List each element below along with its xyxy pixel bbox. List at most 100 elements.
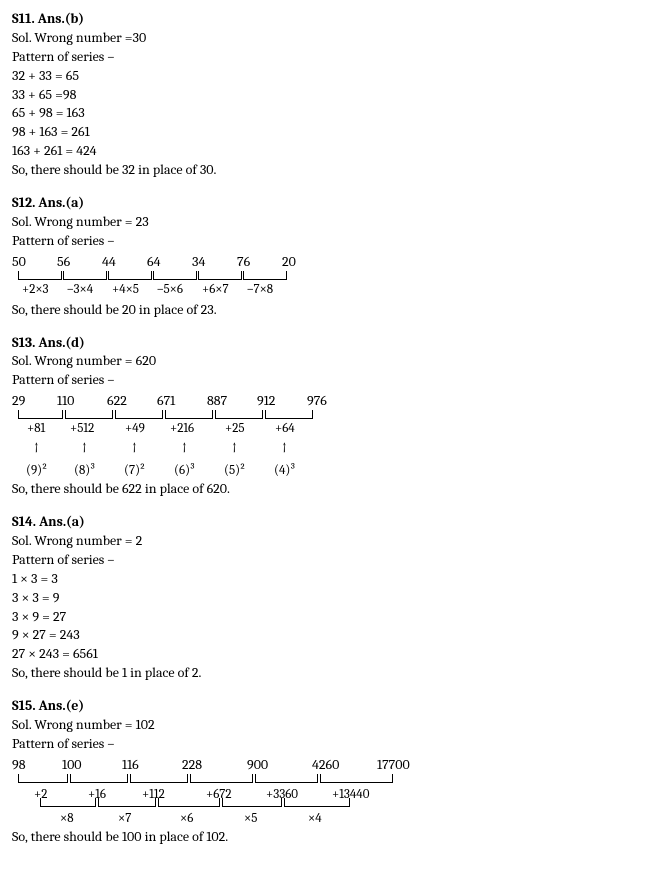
- s15-op2: ×8: [60, 810, 74, 828]
- s13-pattern-label: Pattern of series –: [12, 371, 633, 390]
- bracket: [63, 271, 107, 280]
- s12-op: +2×3: [22, 281, 49, 299]
- s13-op: +49: [125, 420, 145, 438]
- bracket: [198, 271, 242, 280]
- bracket: [165, 410, 213, 419]
- s13-num: 110: [57, 392, 74, 411]
- s12-op: –7×8: [247, 281, 273, 299]
- bracket: [108, 271, 152, 280]
- s15-header: S15. Ans.(e): [12, 697, 633, 716]
- bracket: [153, 271, 197, 280]
- s15-conclusion: So, there should be 100 in place of 102.: [12, 828, 633, 847]
- s12-wrong: Sol. Wrong number = 23: [12, 213, 633, 232]
- s13-op: +64: [275, 420, 295, 438]
- s13-num: 912: [257, 392, 275, 411]
- s13-num: 29: [12, 392, 25, 411]
- s13-chain: 29 110 622 671 887 912 976 +81 +512 +49 …: [12, 392, 633, 478]
- s13-op: +25: [225, 420, 245, 438]
- s14-step: 9 × 27 = 243: [12, 626, 633, 645]
- s14-pattern-label: Pattern of series –: [12, 551, 633, 570]
- bracket: [158, 798, 220, 807]
- bracket: [18, 410, 63, 419]
- bracket: [320, 774, 393, 783]
- s11-header: S11. Ans.(b): [12, 10, 633, 29]
- s12-num: 76: [237, 253, 250, 272]
- s11-wrong: Sol. Wrong number =30: [12, 29, 633, 48]
- s11-step: 163 + 261 = 424: [12, 142, 633, 161]
- bracket: [265, 410, 313, 419]
- s11-step: 33 + 65 =98: [12, 86, 633, 105]
- s13-num: 887: [207, 392, 227, 411]
- bracket: [65, 410, 113, 419]
- s12-num: 64: [147, 253, 160, 272]
- s15-num: 228: [182, 756, 202, 775]
- bracket: [215, 410, 263, 419]
- up-arrow-icon: ↑: [282, 438, 287, 460]
- s15-num: 98: [12, 756, 25, 775]
- up-arrow-icon: ↑: [34, 438, 39, 460]
- solution-s11: S11. Ans.(b) Sol. Wrong number =30 Patte…: [12, 10, 633, 180]
- s14-step: 3 × 3 = 9: [12, 589, 633, 608]
- bracket: [243, 271, 287, 280]
- up-arrow-icon: ↑: [82, 438, 87, 460]
- s15-num: 100: [62, 756, 82, 775]
- s12-pattern-label: Pattern of series –: [12, 232, 633, 251]
- s15-op2: ×7: [118, 810, 131, 828]
- s15-wrong: Sol. Wrong number = 102: [12, 716, 633, 735]
- up-arrow-icon: ↑: [232, 438, 237, 460]
- solution-s15: S15. Ans.(e) Sol. Wrong number = 102 Pat…: [12, 697, 633, 847]
- solution-s13: S13. Ans.(d) Sol. Wrong number = 620 Pat…: [12, 334, 633, 500]
- s14-conclusion: So, there should be 1 in place of 2.: [12, 664, 633, 683]
- s13-conclusion: So, there should be 622 in place of 620.: [12, 480, 633, 499]
- s13-header: S13. Ans.(d): [12, 334, 633, 353]
- solution-s12: S12. Ans.(a) Sol. Wrong number = 23 Patt…: [12, 194, 633, 320]
- bracket: [190, 774, 253, 783]
- s12-op: –5×6: [157, 281, 183, 299]
- s15-op2: ×4: [308, 810, 322, 828]
- s15-num: 17700: [377, 756, 410, 775]
- s11-step: 32 + 33 = 65: [12, 67, 633, 86]
- solution-s14: S14. Ans.(a) Sol. Wrong number = 2 Patte…: [12, 513, 633, 683]
- bracket: [70, 774, 128, 783]
- bracket: [255, 774, 318, 783]
- bracket: [222, 798, 282, 807]
- s15-op2: ×6: [180, 810, 193, 828]
- up-arrow-icon: ↑: [182, 438, 187, 460]
- s12-op: –3×4: [67, 281, 93, 299]
- s13-sub: (5)²: [224, 462, 245, 480]
- s13-wrong: Sol. Wrong number = 620: [12, 352, 633, 371]
- s12-chain: 50 56 44 64 34 76 20 +2×3 –3×4 +4×5 –5×6…: [12, 253, 633, 299]
- s12-num: 50: [12, 253, 26, 272]
- bracket-row: [12, 410, 633, 418]
- s14-step: 3 × 9 = 27: [12, 608, 633, 627]
- s13-op: +81: [27, 420, 45, 438]
- bracket: [98, 798, 156, 807]
- s12-header: S12. Ans.(a): [12, 194, 633, 213]
- s11-pattern-label: Pattern of series –: [12, 48, 633, 67]
- s13-sub: (6)³: [174, 462, 195, 480]
- s14-step: 27 × 243 = 6561: [12, 645, 633, 664]
- s12-op: +6×7: [202, 281, 229, 299]
- bracket-row: [12, 271, 633, 279]
- s14-step: 1 × 3 = 3: [12, 570, 633, 589]
- s12-conclusion: So, there should be 20 in place of 23.: [12, 301, 633, 320]
- s13-op: +512: [70, 420, 94, 438]
- s13-num: 671: [157, 392, 175, 411]
- s13-sub: (8)³: [74, 462, 96, 480]
- s13-num: 976: [307, 392, 327, 411]
- bracket: [18, 271, 62, 280]
- bracket: [18, 774, 68, 783]
- s13-num: 622: [107, 392, 127, 411]
- s13-op: +216: [170, 420, 194, 438]
- s11-step: 98 + 163 = 261: [12, 123, 633, 142]
- s15-num: 4260: [312, 756, 339, 775]
- s15-num: 900: [247, 756, 268, 775]
- up-arrow-icon: ↑: [132, 438, 137, 460]
- s13-sub: (7)²: [124, 462, 145, 480]
- bracket: [40, 798, 96, 807]
- s11-step: 65 + 98 = 163: [12, 104, 633, 123]
- s12-num: 44: [102, 253, 116, 272]
- s13-sub: (4)³: [274, 462, 296, 480]
- s11-conclusion: So, there should be 32 in place of 30.: [12, 161, 633, 180]
- s14-wrong: Sol. Wrong number = 2: [12, 532, 633, 551]
